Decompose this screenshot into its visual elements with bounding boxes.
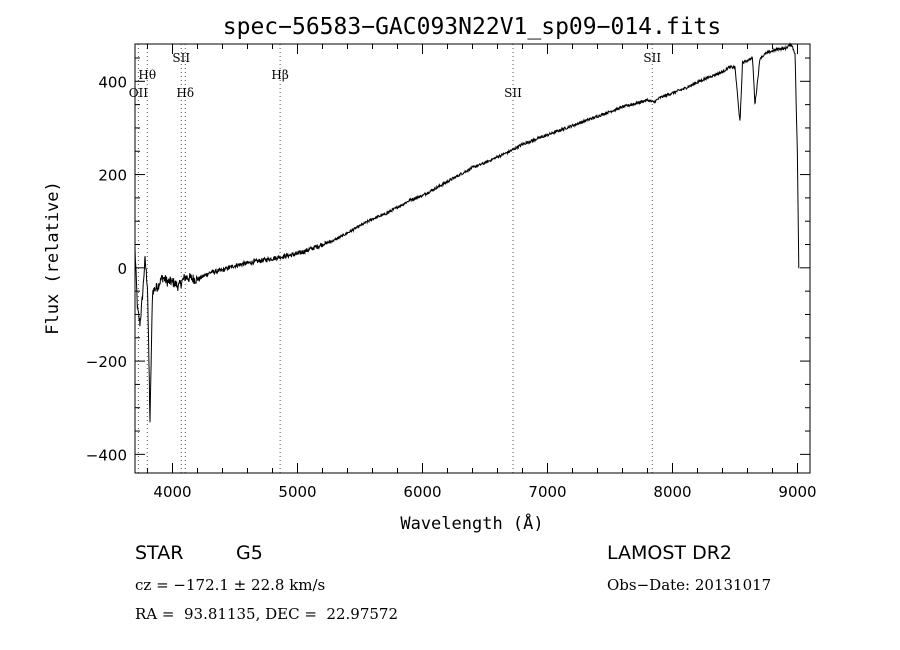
ra-dec-coordinates: RA = 93.81135, DEC = 22.97572	[135, 605, 399, 623]
spectral-line-label: Hδ	[176, 86, 194, 100]
observation-date: Obs−Date: 20131017	[607, 576, 772, 594]
x-tick-label: 8000	[653, 483, 691, 501]
x-tick-label: 5000	[278, 483, 316, 501]
object-class: STAR	[135, 542, 184, 564]
y-axis-label: Flux (relative)	[43, 181, 63, 335]
survey-name: LAMOST DR2	[607, 542, 732, 564]
spectral-line-label: Hθ	[138, 68, 156, 82]
spectral-line-label: SII	[172, 51, 190, 65]
y-tick-label: −200	[86, 353, 127, 371]
redshift-cz: cz = −172.1 ± 22.8 km/s	[135, 576, 326, 594]
chart-title: spec−56583−GAC093N22V1_sp09−014.fits	[223, 14, 722, 40]
y-tick-label: −400	[86, 446, 127, 464]
x-tick-label: 6000	[403, 483, 441, 501]
spectral-line-markers: OII Hθ SII Hδ Hβ SII SII	[129, 44, 661, 473]
spectrum-line	[134, 42, 800, 423]
x-tick-label: 7000	[528, 483, 566, 501]
x-axis-label: Wavelength (Å)	[400, 512, 543, 534]
spectral-line-label: SII	[504, 86, 522, 100]
y-tick-label: 0	[117, 260, 127, 278]
y-tick-label: 400	[98, 73, 127, 91]
object-subclass: G5	[236, 542, 263, 564]
spectral-line-label: OII	[129, 86, 149, 100]
spectral-line-label: Hβ	[271, 68, 288, 82]
spectral-line-label: SII	[643, 51, 661, 65]
x-tick-label: 4000	[153, 483, 191, 501]
plot-frame	[134, 43, 811, 474]
y-tick-label: 200	[98, 167, 127, 185]
axis-ticks: 4000 5000 6000 7000 8000 9000 −400 −200 0 200 400	[86, 44, 817, 501]
x-tick-label: 9000	[778, 483, 816, 501]
